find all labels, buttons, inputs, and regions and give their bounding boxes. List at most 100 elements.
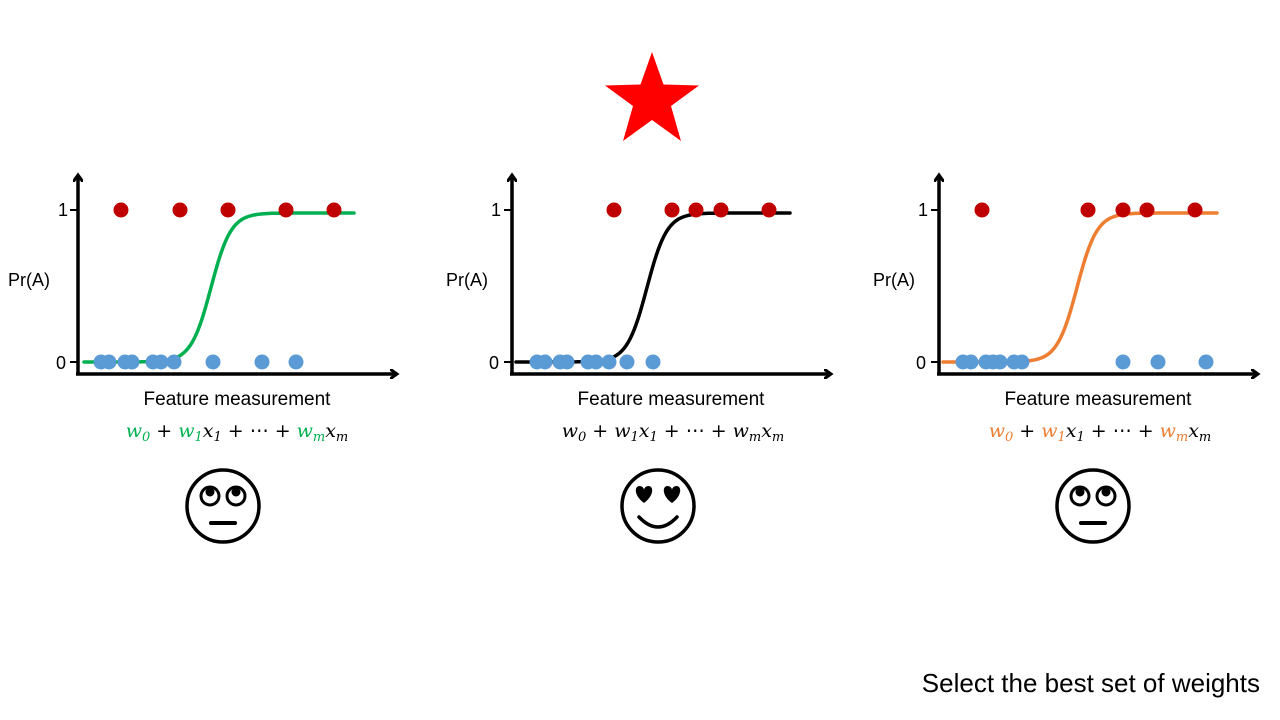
plus-sign: + [1138,420,1154,442]
negative-point [153,354,169,370]
negative-point [166,354,182,370]
negative-point [101,354,117,370]
positive-point [220,202,236,218]
y-axis-label: Pr(A) [446,270,488,290]
negative-point [992,354,1008,370]
feature-xm: x [761,420,772,442]
feature-xm-sub: m [336,430,348,445]
negative-point [588,354,604,370]
sigmoid-curve [82,211,356,364]
rolling-eyes-face-icon [185,468,261,544]
weights-formula: w0 + w1x1 + ⋯ + wmxm [562,420,785,445]
positive-point [1187,202,1203,218]
star-icon [605,52,699,141]
weights-formula: w0 + w1x1 + ⋯ + wmxm [989,420,1212,445]
positive-point [761,202,777,218]
y-tick-1: 1 [491,200,501,220]
plus-sign: + [275,420,291,442]
weight-w0: w [126,420,142,442]
weight-wm-sub: m [313,430,325,445]
weight-w0: w [562,420,578,442]
sigmoid-curve [514,211,792,364]
feature-x1: x [639,420,650,442]
data-points [93,202,342,370]
negative-point [254,354,270,370]
positive-point [688,202,704,218]
negative-point [645,354,661,370]
ellipsis: ⋯ [686,420,705,442]
y-tick-0: 0 [489,353,499,373]
ellipsis: ⋯ [1113,420,1132,442]
weight-w1-sub: 1 [1057,430,1065,445]
feature-x1: x [203,420,214,442]
plus-sign: + [1091,420,1107,442]
weight-w1: w [178,420,194,442]
negative-point [1014,354,1030,370]
weight-wm: w [733,420,749,442]
y-tick-0: 0 [56,353,66,373]
feature-xm: x [1188,420,1199,442]
weight-wm: w [1160,420,1176,442]
negative-point [205,354,221,370]
y-tick-1: 1 [58,200,68,220]
weight-wm-sub: m [1176,430,1188,445]
panel-right-axes [931,176,1257,375]
feature-xm-sub: m [772,430,784,445]
feature-x1-sub: 1 [1076,430,1084,445]
positive-point [713,202,729,218]
panel-right: 1 0 Pr(A) Feature measurement w0 + w1x1 + ⋯ +… [873,176,1257,544]
negative-point [619,354,635,370]
sigmoid-curve [941,211,1219,364]
plus-sign: + [1019,420,1035,442]
positive-point [172,202,188,218]
rolling-eyes-face-icon [1055,468,1131,544]
plus-sign: + [711,420,727,442]
plus-sign: + [156,420,172,442]
weight-w1-sub: 1 [194,430,202,445]
positive-point [326,202,342,218]
negative-point [1115,354,1131,370]
positive-point [278,202,294,218]
weight-w0-sub: 0 [1005,430,1013,445]
data-points [529,202,777,370]
y-tick-0: 0 [916,353,926,373]
x-axis-label: Feature measurement [1005,389,1193,410]
weight-w0-sub: 0 [142,430,150,445]
weight-wm: w [297,420,313,442]
panel-middle: 1 0 Pr(A) Feature measurement w0 + w1x1 + ⋯ +… [446,176,830,544]
y-tick-1: 1 [918,200,928,220]
ellipsis: ⋯ [250,420,269,442]
positive-point [113,202,129,218]
weight-w1: w [614,420,630,442]
panel-left-axes [70,176,396,375]
feature-x1-sub: 1 [213,430,221,445]
y-axis-label: Pr(A) [873,270,915,290]
slide-caption: Select the best set of weights [921,668,1260,698]
weight-w1: w [1041,420,1057,442]
negative-point [1150,354,1166,370]
negative-point [288,354,304,370]
weight-w0-sub: 0 [578,430,586,445]
feature-x1-sub: 1 [649,430,657,445]
feature-x1: x [1066,420,1077,442]
x-axis-label: Feature measurement [144,389,332,410]
feature-xm-sub: m [1199,430,1211,445]
positive-point [974,202,990,218]
weights-formula: w0 + w1x1 + ⋯ + wmxm [126,420,349,445]
negative-point [559,354,575,370]
negative-point [601,354,617,370]
plus-sign: + [228,420,244,442]
heart-eyes-face-icon [620,468,696,544]
panel-left: 1 0 Pr(A) Feature measurement w0 + w1x1 + ⋯ +… [8,176,396,544]
positive-point [1115,202,1131,218]
panel-middle-axes [504,176,830,375]
negative-point [1198,354,1214,370]
positive-point [606,202,622,218]
y-axis-label: Pr(A) [8,270,50,290]
feature-xm: x [325,420,336,442]
negative-point [124,354,140,370]
plus-sign: + [664,420,680,442]
data-points [955,202,1214,370]
negative-point [963,354,979,370]
positive-point [1080,202,1096,218]
